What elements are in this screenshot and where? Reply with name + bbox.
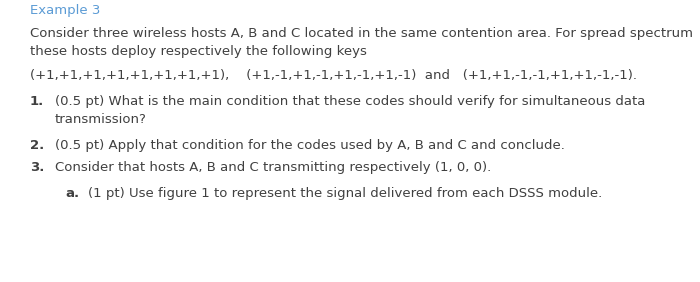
Text: (1 pt) Use figure 1 to represent the signal delivered from each DSSS module.: (1 pt) Use figure 1 to represent the sig… — [88, 187, 602, 200]
Text: 3.: 3. — [30, 161, 44, 174]
Text: (0.5 pt) What is the main condition that these codes should verify for simultane: (0.5 pt) What is the main condition that… — [55, 95, 645, 108]
Text: Consider three wireless hosts A, B and C located in the same contention area. Fo: Consider three wireless hosts A, B and C… — [30, 27, 693, 40]
Text: Example 3: Example 3 — [30, 4, 100, 17]
Text: (+1,+1,+1,+1,+1,+1,+1,+1),    (+1,-1,+1,-1,+1,-1,+1,-1)  and   (+1,+1,-1,-1,+1,+: (+1,+1,+1,+1,+1,+1,+1,+1), (+1,-1,+1,-1,… — [30, 69, 637, 82]
Text: (0.5 pt) Apply that condition for the codes used by A, B and C and conclude.: (0.5 pt) Apply that condition for the co… — [55, 139, 565, 152]
Text: 1.: 1. — [30, 95, 44, 108]
Text: a.: a. — [65, 187, 79, 200]
Text: these hosts deploy respectively the following keys: these hosts deploy respectively the foll… — [30, 45, 367, 58]
Text: 2.: 2. — [30, 139, 44, 152]
Text: transmission?: transmission? — [55, 113, 147, 126]
Text: Consider that hosts A, B and C transmitting respectively (1, 0, 0).: Consider that hosts A, B and C transmitt… — [55, 161, 491, 174]
